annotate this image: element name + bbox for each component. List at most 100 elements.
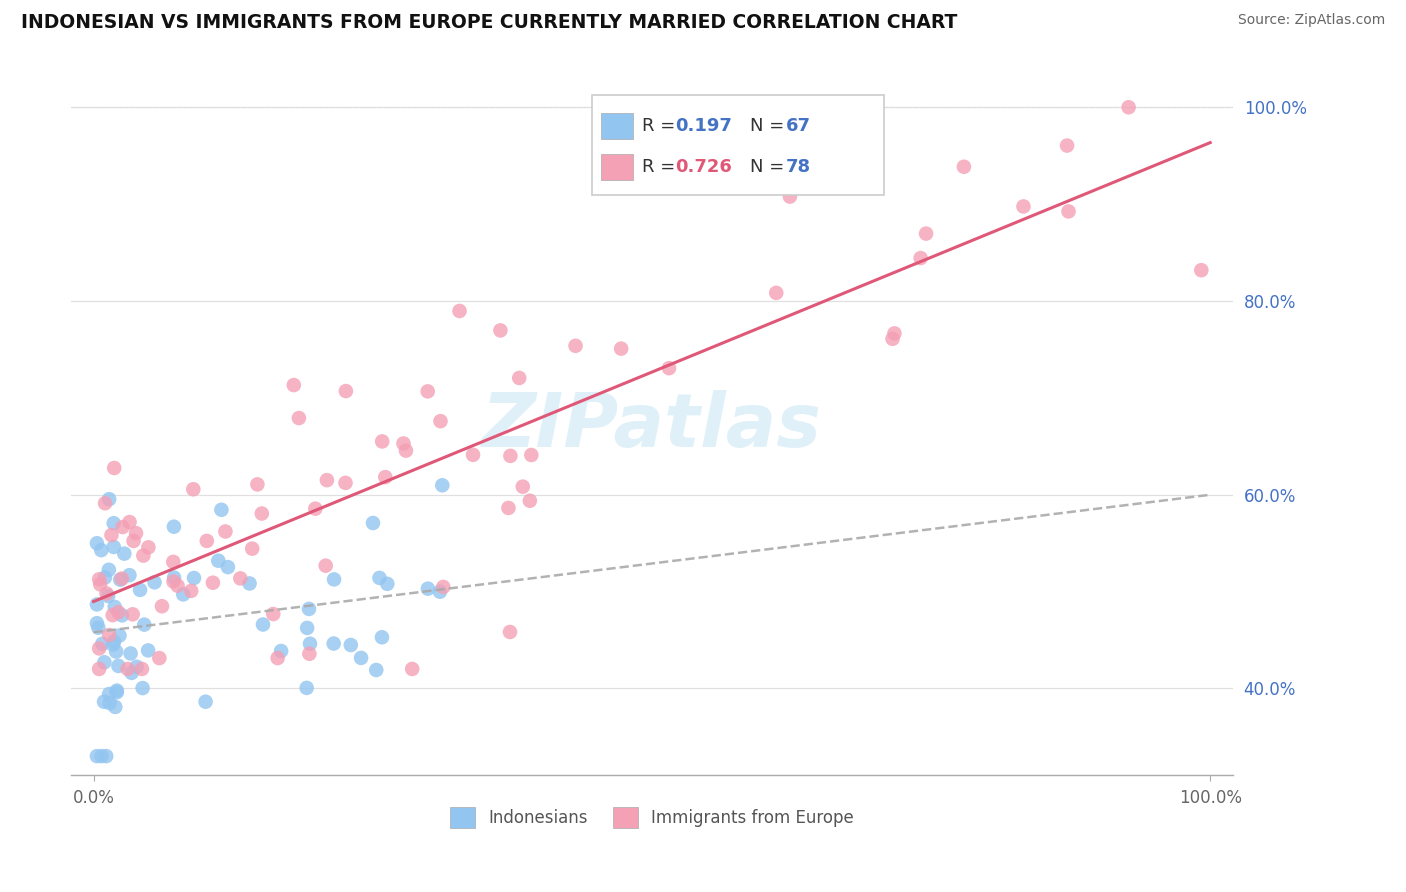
Point: [229, 571, 252, 585]
Point: [429, 584, 451, 599]
Point: [1012, 199, 1035, 213]
Point: [401, 662, 423, 676]
Point: [97, 589, 120, 603]
Point: [270, 644, 292, 658]
Point: [117, 662, 139, 676]
Point: [499, 625, 522, 640]
Point: [315, 558, 337, 573]
Point: [103, 516, 125, 531]
Point: [1118, 100, 1140, 114]
Point: [316, 473, 339, 487]
Point: [368, 571, 391, 585]
Point: [953, 160, 976, 174]
Point: [432, 478, 454, 492]
Point: [118, 568, 141, 582]
Point: [86, 749, 108, 764]
Point: [610, 342, 633, 356]
Point: [143, 575, 166, 590]
Text: INDONESIAN VS IMMIGRANTS FROM EUROPE CURRENTLY MARRIED CORRELATION CHART: INDONESIAN VS IMMIGRANTS FROM EUROPE CUR…: [21, 13, 957, 32]
Point: [98, 492, 121, 507]
Point: [508, 371, 530, 385]
Point: [103, 461, 125, 475]
Point: [136, 643, 159, 657]
Point: [96, 586, 118, 600]
Point: [180, 583, 202, 598]
Text: 78: 78: [786, 158, 810, 176]
Point: [564, 339, 586, 353]
Point: [283, 378, 305, 392]
Point: [1057, 204, 1080, 219]
Point: [134, 617, 156, 632]
Point: [105, 644, 128, 658]
Point: [335, 475, 357, 490]
Point: [100, 528, 122, 542]
Point: [129, 582, 152, 597]
Point: [150, 599, 173, 614]
Point: [89, 641, 111, 656]
Point: [519, 493, 541, 508]
Point: [350, 651, 373, 665]
FancyBboxPatch shape: [600, 154, 633, 179]
Point: [166, 579, 188, 593]
Point: [183, 571, 205, 585]
Point: [103, 540, 125, 554]
Point: [104, 599, 127, 614]
Point: [194, 695, 217, 709]
Point: [449, 304, 471, 318]
Point: [89, 662, 111, 676]
Point: [266, 651, 288, 665]
Text: N =: N =: [749, 158, 790, 176]
Point: [512, 480, 534, 494]
Point: [340, 638, 363, 652]
Point: [298, 602, 321, 616]
Point: [217, 560, 239, 574]
Point: [108, 573, 131, 587]
Text: 67: 67: [786, 117, 810, 135]
Point: [125, 659, 148, 673]
Point: [322, 636, 344, 650]
Point: [1189, 263, 1212, 277]
Point: [214, 524, 236, 539]
Point: [93, 655, 115, 669]
Point: [111, 608, 134, 623]
Text: 0.197: 0.197: [675, 117, 731, 135]
Point: [107, 659, 129, 673]
FancyBboxPatch shape: [600, 113, 633, 138]
Point: [148, 651, 170, 665]
Point: [361, 516, 384, 530]
Point: [162, 555, 184, 569]
Text: 0.726: 0.726: [675, 158, 731, 176]
Point: [163, 519, 186, 533]
Point: [779, 189, 801, 203]
Point: [288, 411, 311, 425]
Point: [882, 332, 904, 346]
Point: [429, 414, 451, 428]
Point: [298, 637, 321, 651]
Point: [366, 663, 388, 677]
Point: [335, 384, 357, 398]
Point: [94, 570, 117, 584]
Point: [498, 500, 520, 515]
Point: [246, 477, 269, 491]
Point: [240, 541, 263, 556]
Point: [489, 323, 512, 337]
Point: [209, 502, 232, 516]
Point: [432, 580, 454, 594]
Text: R =: R =: [643, 158, 681, 176]
Point: [298, 647, 321, 661]
Point: [172, 587, 194, 601]
Point: [374, 470, 396, 484]
Point: [915, 227, 938, 241]
Point: [86, 536, 108, 550]
Point: [295, 621, 318, 635]
Point: [371, 434, 394, 449]
Point: [89, 577, 111, 591]
Point: [250, 507, 273, 521]
Text: Source: ZipAtlas.com: Source: ZipAtlas.com: [1237, 13, 1385, 28]
Point: [162, 574, 184, 589]
FancyBboxPatch shape: [592, 95, 884, 195]
Point: [238, 576, 260, 591]
Point: [765, 285, 787, 300]
Text: R =: R =: [643, 117, 681, 135]
Point: [107, 605, 129, 619]
